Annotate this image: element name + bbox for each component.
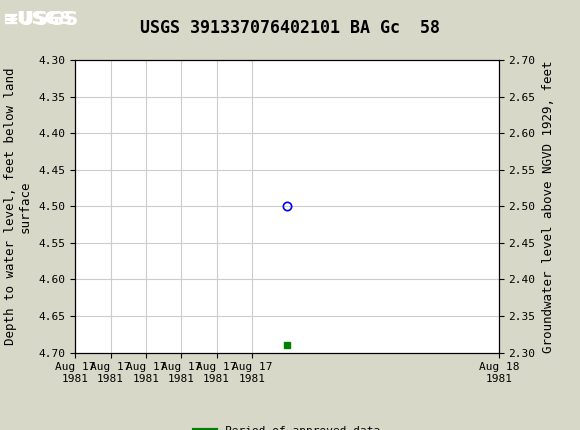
Text: ≡USGS: ≡USGS bbox=[3, 10, 79, 29]
Text: USGS 391337076402101 BA Gc  58: USGS 391337076402101 BA Gc 58 bbox=[140, 19, 440, 37]
Text: ≈USGS: ≈USGS bbox=[2, 10, 72, 28]
Y-axis label: Depth to water level, feet below land
surface: Depth to water level, feet below land su… bbox=[3, 68, 32, 345]
Legend: Period of approved data: Period of approved data bbox=[190, 422, 385, 430]
Y-axis label: Groundwater level above NGVD 1929, feet: Groundwater level above NGVD 1929, feet bbox=[542, 60, 556, 353]
